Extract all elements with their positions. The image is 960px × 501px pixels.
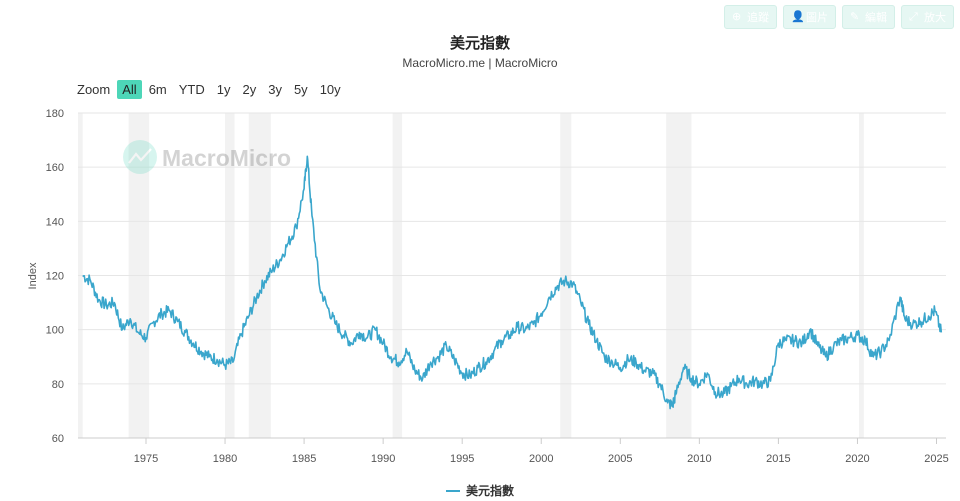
follow-button-label: 追蹤 [747, 12, 769, 24]
zoom-5y-button[interactable]: 5y [293, 82, 308, 97]
y-tick-label: 140 [46, 216, 64, 228]
x-tick-label: 1980 [213, 453, 237, 465]
x-axis-ticks: 1975 1980 1985 1990 1995 2000 2005 2010 2015 2020… [134, 438, 949, 465]
x-tick-label: 2005 [608, 453, 632, 465]
x-tick-label: 1975 [134, 453, 158, 465]
legend[interactable]: 美元指數 [0, 482, 960, 499]
watermark-logo-icon [123, 140, 157, 174]
zoom-selector: Zoom All 6m YTD 1y 2y 3y 5y 10y [77, 80, 346, 99]
y-tick-label: 80 [52, 379, 64, 391]
x-tick-label: 2000 [529, 453, 553, 465]
x-tick-label: 2010 [687, 453, 711, 465]
y-tick-label: 100 [46, 325, 64, 337]
zoom-10y-button[interactable]: 10y [319, 82, 341, 97]
pencil-icon: ✎ [850, 10, 860, 23]
y-axis-label: Index [27, 262, 39, 289]
x-tick-label: 1985 [292, 453, 316, 465]
x-tick-label: 2020 [845, 453, 869, 465]
user-icon: 👤 [791, 10, 805, 23]
plus-circle-icon: ⊕ [732, 10, 742, 23]
expand-icon: ⤢ [909, 10, 918, 23]
series-line-usd-index [82, 155, 943, 410]
x-tick-label: 1995 [450, 453, 474, 465]
edit-button[interactable]: ✎ 編輯 [842, 5, 895, 29]
x-tick-label: 2015 [766, 453, 790, 465]
y-tick-label: 180 [46, 108, 64, 120]
chart-subtitle: MacroMicro.me | MacroMicro [402, 56, 558, 70]
watermark-text: MacroMicro [162, 145, 291, 171]
zoom-ytd-button[interactable]: YTD [178, 82, 205, 97]
zoom-1y-button[interactable]: 1y [216, 82, 231, 97]
chart-title: 美元指數 [449, 35, 510, 52]
y-tick-label: 60 [52, 433, 64, 445]
watermark-logo-mark [128, 148, 152, 164]
image-button-label: 圖片 [806, 12, 828, 24]
zoom-all-button[interactable]: All [117, 80, 142, 99]
y-tick-label: 160 [46, 162, 64, 174]
legend-label: 美元指數 [465, 484, 514, 498]
y-tick-label: 120 [46, 271, 64, 283]
image-button[interactable]: 👤 圖片 [783, 5, 836, 29]
zoom-label: Zoom [77, 82, 111, 97]
legend-swatch [445, 489, 460, 492]
expand-button[interactable]: ⤢ 放大 [901, 5, 954, 29]
expand-button-label: 放大 [924, 12, 946, 24]
grid-lines [78, 112, 946, 439]
watermark: MacroMicro [123, 140, 291, 174]
edit-button-label: 編輯 [865, 12, 887, 24]
zoom-3y-button[interactable]: 3y [268, 82, 282, 97]
follow-button[interactable]: ⊕ 追蹤 [724, 5, 777, 29]
chart-toolbar-actions: ⊕ 追蹤 👤 圖片 ✎ 編輯 ⤢ 放大 [724, 5, 954, 29]
zoom-6m-button[interactable]: 6m [148, 82, 167, 97]
zoom-2y-button[interactable]: 2y [242, 82, 257, 97]
x-tick-label: 2025 [924, 453, 948, 465]
y-axis-ticks: 60 80 100 120 140 160 180 [46, 108, 64, 445]
x-tick-label: 1990 [371, 453, 395, 465]
